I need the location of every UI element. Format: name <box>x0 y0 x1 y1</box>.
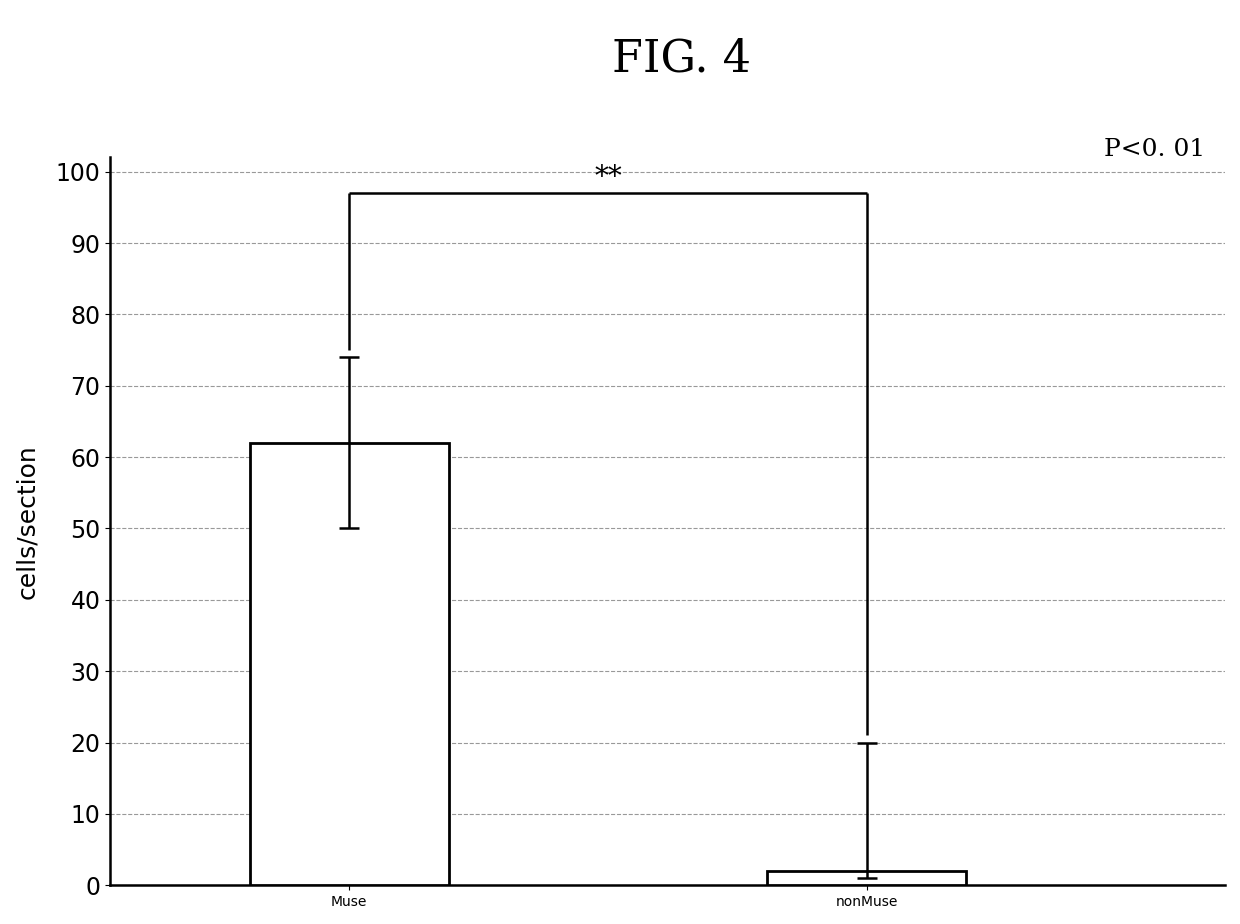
Text: FIG. 4: FIG. 4 <box>613 37 751 80</box>
Bar <box>249 443 449 885</box>
Text: P<0. 01: P<0. 01 <box>1104 138 1205 161</box>
Y-axis label: cells/section: cells/section <box>15 444 38 599</box>
Bar <box>768 871 966 885</box>
Text: **: ** <box>594 164 621 191</box>
